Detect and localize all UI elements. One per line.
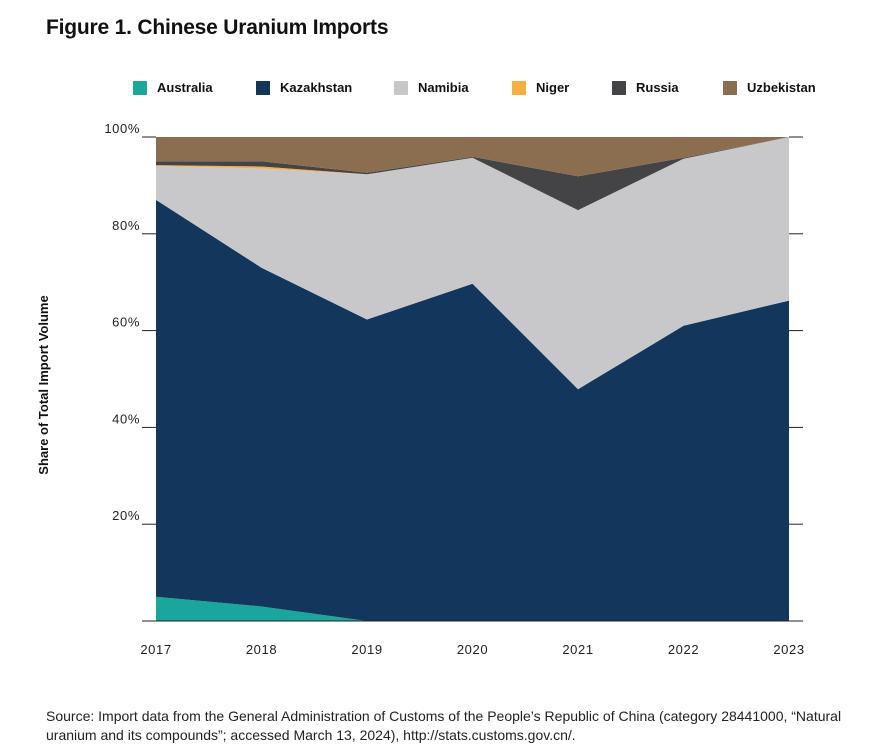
chart-title: Figure 1. Chinese Uranium Imports	[46, 16, 389, 39]
area-australia	[156, 596, 789, 621]
legend-item-namibia: Namibia	[394, 80, 469, 95]
x-tick-label-2021: 2021	[562, 642, 593, 657]
x-tick-label-2022: 2022	[668, 642, 699, 657]
legend: Australia Kazakhstan Namibia Niger Russi…	[0, 80, 883, 100]
x-tick-label-2017: 2017	[140, 642, 171, 657]
axes-layer: 20% 40% 60% 80% 100% 2017 2018 2019 2020 2021 2022…	[104, 121, 804, 657]
legend-label-uzbekistan: Uzbekistan	[747, 80, 816, 95]
legend-item-kazakhstan: Kazakhstan	[256, 80, 352, 95]
legend-swatch-namibia	[394, 80, 408, 95]
source-note: Source: Import data from the General Adm…	[46, 708, 842, 743]
x-tick-label-2019: 2019	[351, 642, 382, 657]
legend-swatch-australia	[133, 80, 147, 95]
legend-label-russia: Russia	[636, 80, 679, 95]
legend-swatch-russia	[612, 80, 626, 95]
area-kazakhstan	[156, 199, 789, 621]
x-tick-label-2020: 2020	[457, 642, 488, 657]
x-tick-label-2018: 2018	[246, 642, 277, 657]
legend-item-niger: Niger	[512, 80, 569, 95]
legend-item-uzbekistan: Uzbekistan	[723, 80, 816, 95]
area-layer	[156, 137, 789, 621]
y-axis-label: Share of Total Import Volume	[36, 295, 51, 474]
y-tick-label-80: 80%	[112, 218, 140, 233]
legend-label-namibia: Namibia	[418, 80, 469, 95]
legend-item-australia: Australia	[133, 80, 213, 95]
legend-swatch-niger	[512, 80, 526, 95]
y-tick-label-40: 40%	[112, 411, 140, 426]
legend-swatch-uzbekistan	[723, 80, 737, 95]
area-namibia	[156, 137, 789, 390]
legend-label-niger: Niger	[536, 80, 570, 95]
y-tick-label-100: 100%	[104, 121, 140, 136]
y-tick-label-20: 20%	[112, 508, 140, 523]
y-tick-label-60: 60%	[112, 315, 140, 330]
legend-label-australia: Australia	[157, 80, 213, 95]
area-uzbekistan	[156, 137, 789, 177]
x-tick-label-2023: 2023	[773, 642, 804, 657]
stacked-area-chart: 20% 40% 60% 80% 100% 2017 2018 2019 2020 2021 2022…	[36, 121, 804, 657]
legend-swatch-kazakhstan	[256, 80, 270, 95]
legend-label-kazakhstan: Kazakhstan	[280, 80, 353, 95]
legend-item-russia: Russia	[612, 80, 679, 95]
